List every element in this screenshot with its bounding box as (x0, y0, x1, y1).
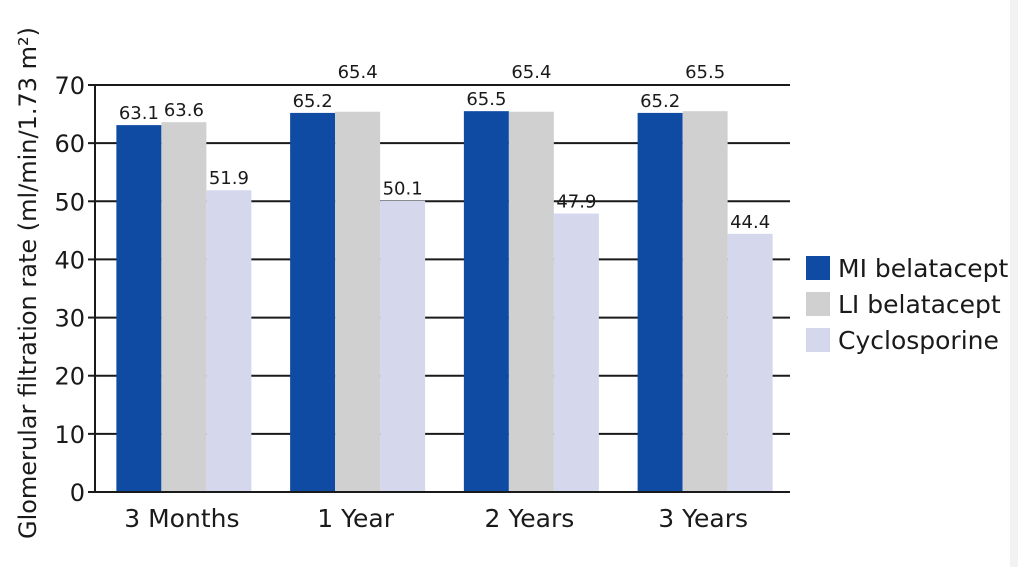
data-label: 65.4 (511, 62, 551, 83)
y-tick-label: 60 (54, 130, 85, 158)
x-category-label: 3 Months (124, 504, 239, 533)
right-edge-strip (1010, 0, 1018, 567)
legend-swatch-cyclosporine (806, 328, 830, 352)
bar-mi-belatacept-1-year (290, 112, 336, 492)
legend-label: MI belatacept (838, 254, 1009, 283)
data-label: 65.4 (338, 62, 378, 83)
y-tick-label: 40 (54, 246, 85, 274)
bar-cyclosporine-3-months (206, 190, 252, 492)
x-category-label: 1 Year (317, 504, 395, 533)
data-label: 65.2 (640, 91, 680, 112)
y-tick-label: 10 (54, 421, 85, 449)
bar-li-belatacept-3-years (682, 111, 728, 493)
legend-swatch-li-belatacept (806, 292, 830, 316)
data-label: 47.9 (556, 191, 596, 212)
bar-li-belatacept-2-years (508, 111, 554, 492)
legend-label: LI belatacept (838, 290, 1001, 319)
bar-cyclosporine-1-year (380, 200, 426, 492)
data-label: 65.5 (685, 62, 725, 83)
data-label: 63.1 (119, 103, 159, 124)
bar-li-belatacept-1-year (335, 111, 381, 492)
data-label: 65.5 (466, 89, 506, 110)
data-label: 65.2 (293, 91, 333, 112)
data-labels: 63.1 63.651.965.265.450.165.565.447.965.2… (119, 62, 770, 233)
y-tick-label: 0 (70, 479, 85, 507)
data-label: 50.1 (383, 179, 423, 200)
data-label: 63.6 (164, 100, 204, 121)
bar-cyclosporine-3-years (727, 233, 773, 493)
bar-mi-belatacept-3-months (116, 125, 162, 493)
axes: 0 10 20 30 40 50 60 70 3 Months 1 Year 2 Years 3 Ye… (54, 72, 790, 533)
bar-mi-belatacept-3-years (637, 112, 683, 492)
x-category-label: 2 Years (484, 504, 574, 533)
bar-li-belatacept-3-months (161, 122, 207, 492)
data-label: 44.4 (730, 212, 770, 233)
y-tick-label: 30 (54, 305, 85, 333)
y-axis-title: Glomerular filtration rate (ml/min/1.73 … (14, 27, 42, 539)
data-label: 51.9 (209, 168, 249, 189)
x-category-label: 3 Years (658, 504, 748, 533)
legend-swatch-mi-belatacept (806, 256, 830, 280)
y-tick-label: 70 (54, 72, 85, 100)
legend: MI belatacept LI belatacept Cyclosporine (806, 254, 1009, 355)
legend-label: Cyclosporine (838, 326, 999, 355)
bar-cyclosporine-2-years (553, 213, 599, 492)
y-tick-label: 50 (54, 188, 85, 216)
y-tick-label: 20 (54, 363, 85, 391)
bars (116, 111, 773, 493)
bar-mi-belatacept-2-years (463, 111, 509, 493)
